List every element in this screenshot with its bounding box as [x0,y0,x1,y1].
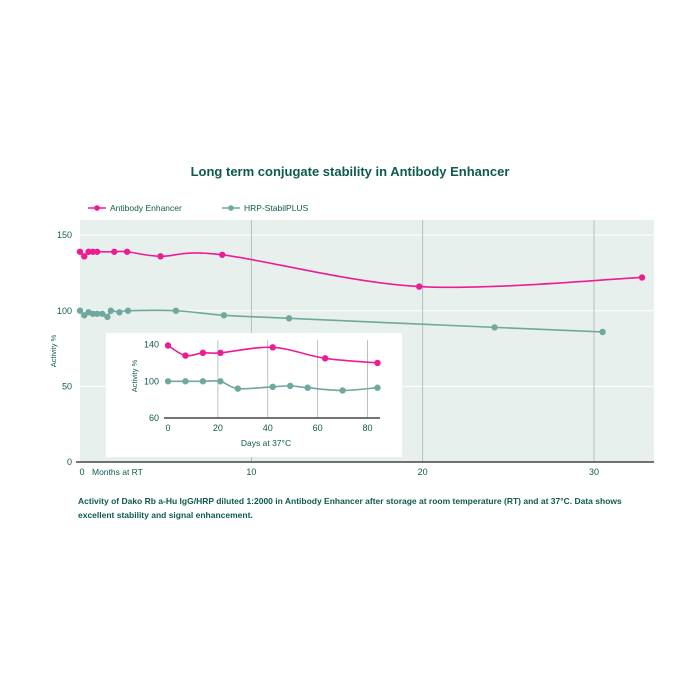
main-xtick-label: 0 [79,467,84,477]
inset-xtick-label: 20 [213,423,223,433]
legend-marker-enhancer [94,205,100,211]
main-ytick-label: 150 [57,230,72,240]
inset-point-enhancer [374,359,381,367]
inset-x-axis-label: Days at 37°C [241,438,291,448]
main-point-stabilplus [491,324,498,331]
main-point-stabilplus [172,307,180,314]
inset-point-stabilplus [199,378,207,385]
inset-point-stabilplus [217,378,224,385]
legend: Antibody Enhancer HRP-StabilPLUS [88,203,309,213]
main-point-stabilplus [220,312,228,319]
main-point-stabilplus [285,315,293,322]
main-point-stabilplus [99,310,106,317]
inset-y-axis-label: Activity % [130,359,139,392]
inset-ytick-label: 60 [149,413,159,423]
inset-xtick-label: 0 [165,423,170,433]
legend-label-enhancer: Antibody Enhancer [110,203,182,213]
main-x-axis-label: Months at RT [92,467,143,477]
inset-point-enhancer [182,352,189,359]
main-point-enhancer [638,274,646,281]
inset-point-stabilplus [374,384,381,391]
main-point-stabilplus [599,328,606,336]
inset-ytick-label: 100 [144,376,159,386]
inset-xtick-label: 60 [313,423,323,433]
main-y-axis-label: Activity % [49,334,58,367]
main-ytick-label: 50 [62,381,72,391]
main-point-enhancer [81,253,88,260]
main-point-enhancer [93,248,101,255]
inset-point-enhancer [269,344,276,351]
inset-chart: 60 100 140 0 20 40 60 80 Days at 37°C Activity % [106,333,402,457]
inset-point-enhancer [199,349,207,357]
inset-panel [106,333,402,457]
inset-point-enhancer [321,355,329,362]
inset-point-stabilplus [234,385,242,392]
main-xtick-label: 10 [246,467,256,477]
main-xtick-label: 20 [418,467,428,477]
main-ytick-label: 100 [57,306,72,316]
main-point-stabilplus [104,313,111,320]
main-point-enhancer [111,248,118,255]
main-point-enhancer [416,283,423,290]
inset-point-stabilplus [182,378,189,385]
main-xtick-label: 30 [589,467,599,477]
main-point-stabilplus [116,309,123,316]
inset-point-stabilplus [269,383,276,390]
main-point-enhancer [157,253,164,260]
inset-xtick-label: 40 [263,423,273,433]
inset-xtick-label: 80 [363,423,373,433]
main-point-enhancer [219,251,226,258]
inset-point-enhancer [217,349,224,357]
legend-marker-stabilplus [228,205,234,211]
figure-caption: Activity of Dako Rb a-Hu IgG/HRP diluted… [78,496,622,520]
inset-point-enhancer [164,342,172,349]
main-point-stabilplus [93,310,101,317]
main-point-stabilplus [107,307,115,314]
inset-point-stabilplus [339,387,346,394]
main-point-enhancer [123,248,131,255]
main-point-stabilplus [76,307,84,314]
inset-ytick-label: 140 [144,340,159,350]
inset-series-line-stabilplus [168,379,378,392]
main-ytick-label: 0 [67,457,72,467]
inset-point-stabilplus [164,378,172,385]
inset-point-stabilplus [304,384,311,391]
main-point-stabilplus [124,307,132,314]
chart-title: Long term conjugate stability in Antibod… [190,164,510,179]
inset-point-stabilplus [287,382,294,390]
main-point-enhancer [76,248,84,255]
legend-label-stabilplus: HRP-StabilPLUS [244,203,309,213]
